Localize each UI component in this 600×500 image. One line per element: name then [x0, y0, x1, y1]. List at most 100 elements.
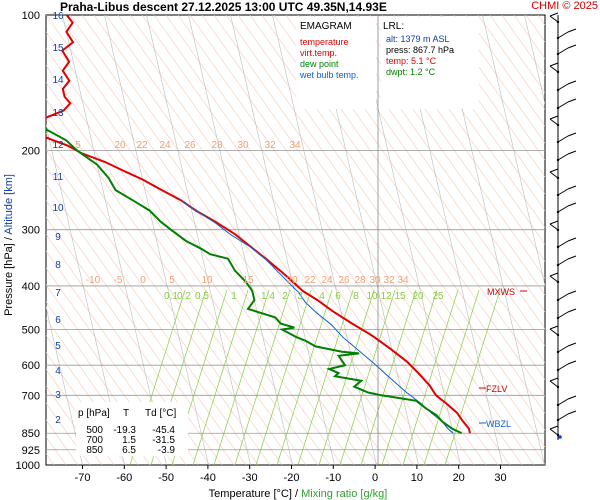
wind-barb-staff [549, 65, 559, 73]
adiabat-line [46, 15, 367, 465]
wind-barb-dot [556, 316, 560, 320]
wind-barb-flag [567, 290, 577, 295]
isotherm-line [46, 124, 125, 465]
credit-link[interactable]: CHMI © 2025 [531, 0, 598, 12]
lrl-dwpt: dwpt: 1.2 °C [386, 67, 436, 77]
wind-barb [556, 410, 577, 422]
wind-barb [556, 308, 577, 320]
mixing-ratio-label: 2 [282, 291, 288, 302]
adiabat-line [141, 15, 463, 465]
wind-barb-flag [567, 308, 577, 313]
upper-label: 34 [289, 140, 301, 151]
adiabat-line [46, 318, 151, 465]
wind-barb-flag [567, 80, 577, 85]
altitude-tick-label: 3 [55, 390, 61, 401]
wind-barb-dot [556, 20, 560, 24]
pressure-tick-label: 100 [22, 10, 40, 22]
mixing-ratio-label: 1 [231, 291, 237, 302]
wind-barb-staff [557, 83, 569, 91]
wind-barb-flag [567, 360, 577, 365]
table-cell: -19.3 [113, 425, 136, 436]
adiabat-line [46, 335, 139, 465]
mixing-ratio-label: 1.4 [261, 291, 275, 302]
mixing-ratio-line [444, 289, 501, 465]
adiabat-line [46, 351, 127, 465]
wind-barb-dot [556, 228, 560, 232]
adiabat-line [429, 15, 545, 178]
x-tick-label: -30 [242, 472, 258, 484]
adiabat-line [129, 15, 451, 465]
upper-label: 28 [211, 140, 223, 151]
theta-label: 32 [383, 275, 395, 286]
wind-barb-staff [549, 118, 559, 126]
adiabat-line [574, 15, 600, 465]
chart-title: Praha-Libus descent 27.12.2025 13:00 UTC… [60, 0, 387, 14]
wind-barb-staff [549, 275, 559, 283]
wind-barb-dot [556, 245, 560, 249]
wind-barb-staff [557, 101, 569, 109]
wind-barb [549, 12, 560, 24]
legend-box [296, 17, 376, 109]
wind-barb-dot [556, 385, 560, 389]
wind-barb-dot [556, 333, 560, 337]
table-cell: -45.4 [152, 425, 175, 436]
x-axis-title: Temperature [°C] / Mixing ratio [g/kg] [209, 488, 388, 500]
mixing-ratio-line [213, 289, 270, 465]
wind-barb-dot [556, 193, 560, 197]
theta-label: 0 [140, 275, 146, 286]
legend-item: temperature [300, 37, 349, 47]
table-cell: -31.5 [152, 435, 175, 446]
wind-barb-staff [557, 47, 569, 55]
altitude-tick-label: 12 [52, 140, 64, 151]
theta-label: 24 [321, 275, 333, 286]
x-tick-label: 30 [494, 472, 506, 484]
wind-barb [556, 80, 577, 92]
adiabat-line [46, 81, 319, 465]
wind-barb-dot [556, 158, 560, 162]
wind-barb-dot [556, 263, 560, 267]
wind-surface-dot [558, 435, 562, 439]
wind-barb-flag [549, 62, 559, 67]
wind-barb-flag [549, 220, 559, 225]
wind-barb-dot [556, 418, 560, 422]
legend-item: virt.temp. [300, 48, 337, 58]
table-cell: 500 [86, 425, 103, 436]
wind-barb-staff [549, 328, 559, 336]
wind-barb-staff [557, 345, 569, 353]
wind-barb [556, 28, 577, 40]
levels-table-box [76, 402, 188, 456]
adiabat-line [57, 15, 379, 465]
adiabat-line [237, 15, 545, 448]
wind-barb-flag [567, 185, 577, 190]
wind-barb [549, 115, 560, 127]
adiabat-line [489, 15, 545, 93]
x-tick-label: -40 [200, 472, 216, 484]
adiabat-line [562, 15, 600, 465]
altitude-tick-label: 11 [53, 172, 64, 183]
x-tick-label: 20 [453, 472, 465, 484]
theta-label: -10 [86, 275, 101, 286]
x-tick-label: 10 [411, 472, 423, 484]
x-tick-label: -10 [325, 472, 341, 484]
wind-barb-staff [549, 223, 559, 231]
altitude-tick-label: 8 [55, 260, 61, 271]
altitude-tick-label: 15 [52, 43, 64, 54]
wind-barb-staff [557, 363, 569, 371]
legend-title: EMAGRAM [300, 21, 352, 32]
wind-barb-flag [567, 342, 577, 347]
upper-label: 22 [136, 140, 148, 151]
adiabat-line [453, 15, 545, 144]
isotherm-line [104, 15, 209, 465]
adiabat-line [153, 15, 475, 465]
theta-label: 22 [304, 275, 316, 286]
y-axis-title: Pressure [hPa] / Altitude [km] [3, 174, 15, 316]
theta-label: 15 [242, 275, 254, 286]
wind-barb-flag [549, 12, 559, 17]
isotherm-line [482, 15, 545, 287]
table-cell: 700 [86, 435, 103, 446]
wind-barb-staff [549, 171, 559, 179]
isotherm-line [188, 15, 293, 465]
wind-barb [556, 150, 577, 162]
